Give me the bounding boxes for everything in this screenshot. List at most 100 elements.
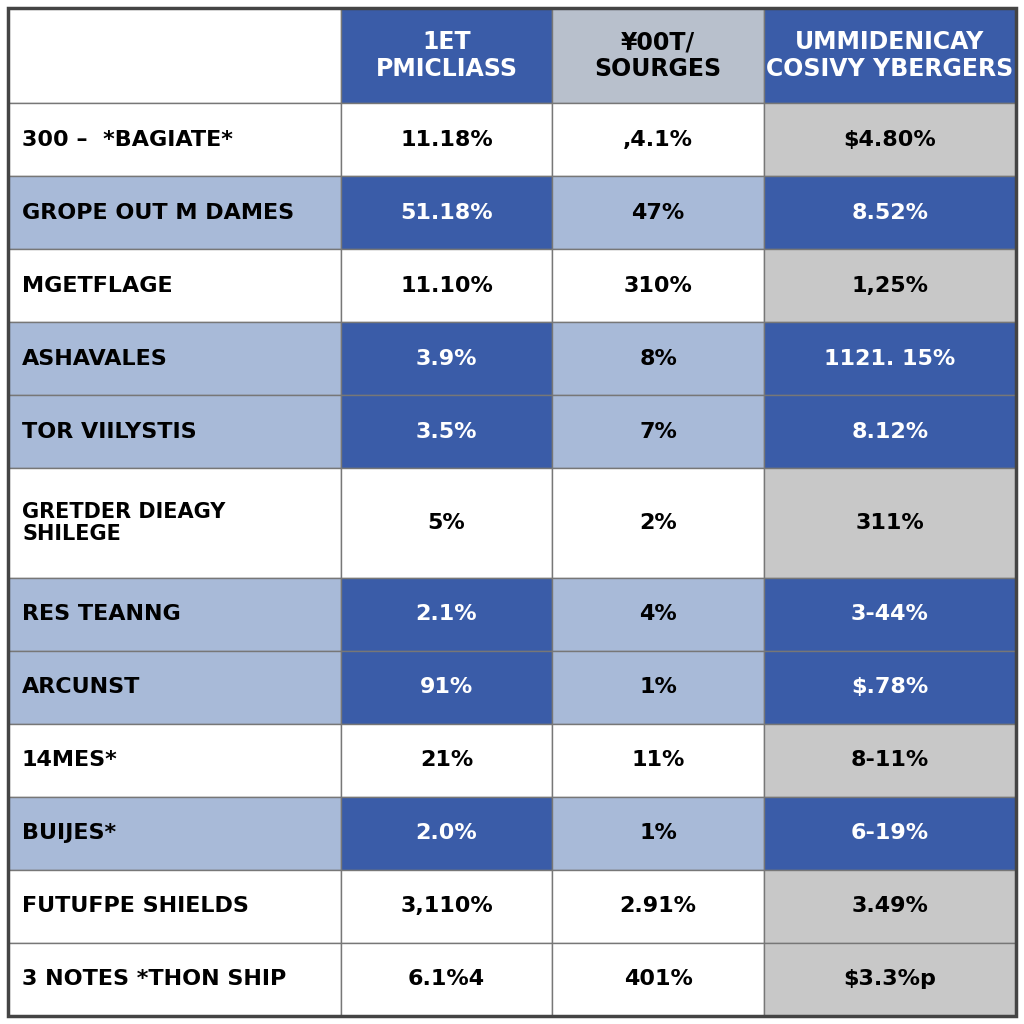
Bar — [8, 724, 341, 797]
Text: GRETDER DIEAGY
SHILEGE: GRETDER DIEAGY SHILEGE — [22, 502, 225, 544]
Bar — [8, 249, 341, 323]
Bar — [341, 323, 552, 395]
Bar — [552, 395, 764, 468]
Bar — [552, 103, 764, 176]
Bar — [8, 323, 341, 395]
Text: 2.1%: 2.1% — [416, 604, 477, 625]
Bar — [8, 651, 341, 724]
Bar — [341, 943, 552, 1016]
Bar — [552, 943, 764, 1016]
Text: $.78%: $.78% — [851, 677, 929, 697]
Text: 21%: 21% — [420, 751, 473, 770]
Bar — [552, 8, 764, 103]
Text: ,4.1%: ,4.1% — [624, 129, 693, 150]
Bar — [8, 176, 341, 249]
Text: RES TEANNG: RES TEANNG — [22, 604, 181, 625]
Bar — [552, 724, 764, 797]
Bar — [764, 578, 1016, 651]
Text: 2%: 2% — [639, 513, 677, 532]
Bar — [552, 870, 764, 943]
Text: 47%: 47% — [632, 203, 685, 222]
Bar — [8, 468, 341, 578]
Bar — [8, 395, 341, 468]
Text: 300 –  *BAGIATE*: 300 – *BAGIATE* — [22, 129, 232, 150]
Text: 1%: 1% — [639, 823, 677, 844]
Text: 4%: 4% — [639, 604, 677, 625]
Text: 8-11%: 8-11% — [851, 751, 929, 770]
Bar — [8, 578, 341, 651]
Text: 1,25%: 1,25% — [852, 275, 929, 296]
Text: 1ET
PMICLIASS: 1ET PMICLIASS — [376, 30, 517, 81]
Text: 401%: 401% — [624, 970, 692, 989]
Bar — [8, 103, 341, 176]
Text: 14MES*: 14MES* — [22, 751, 118, 770]
Text: ASHAVALES: ASHAVALES — [22, 348, 168, 369]
Text: TOR VIILYSTIS: TOR VIILYSTIS — [22, 422, 197, 441]
Bar — [341, 870, 552, 943]
Text: 310%: 310% — [624, 275, 692, 296]
Bar — [341, 249, 552, 323]
Text: 8.52%: 8.52% — [852, 203, 929, 222]
Text: $3.3%p: $3.3%p — [844, 970, 936, 989]
Text: 3.9%: 3.9% — [416, 348, 477, 369]
Bar — [8, 870, 341, 943]
Text: 51.18%: 51.18% — [400, 203, 493, 222]
Bar — [552, 468, 764, 578]
Text: ¥00T/
SOURGES: ¥00T/ SOURGES — [595, 30, 722, 81]
Bar — [764, 8, 1016, 103]
Bar — [341, 8, 552, 103]
Text: 11.18%: 11.18% — [400, 129, 493, 150]
Bar — [764, 797, 1016, 870]
Bar — [764, 323, 1016, 395]
Bar — [341, 176, 552, 249]
Text: MGETFLAGE: MGETFLAGE — [22, 275, 173, 296]
Bar — [552, 323, 764, 395]
Bar — [341, 651, 552, 724]
Text: 11%: 11% — [632, 751, 685, 770]
Bar — [764, 468, 1016, 578]
Text: 3,110%: 3,110% — [400, 896, 493, 916]
Text: 11.10%: 11.10% — [400, 275, 493, 296]
Bar — [341, 724, 552, 797]
Text: UMMIDENICAY
COSIVY YBERGERS: UMMIDENICAY COSIVY YBERGERS — [766, 30, 1014, 81]
Bar — [8, 797, 341, 870]
Text: 3 NOTES *THON SHIP: 3 NOTES *THON SHIP — [22, 970, 287, 989]
Text: BUIJES*: BUIJES* — [22, 823, 116, 844]
Bar — [764, 395, 1016, 468]
Text: 5%: 5% — [428, 513, 465, 532]
Bar — [764, 724, 1016, 797]
Bar — [764, 943, 1016, 1016]
Bar — [764, 176, 1016, 249]
Text: $4.80%: $4.80% — [844, 129, 936, 150]
Bar — [764, 103, 1016, 176]
Text: 3.5%: 3.5% — [416, 422, 477, 441]
Text: 6-19%: 6-19% — [851, 823, 929, 844]
Text: 1121. 15%: 1121. 15% — [824, 348, 955, 369]
Text: 311%: 311% — [856, 513, 925, 532]
Bar — [341, 103, 552, 176]
Text: 7%: 7% — [639, 422, 677, 441]
Bar — [552, 176, 764, 249]
Bar — [552, 797, 764, 870]
Text: 8%: 8% — [639, 348, 677, 369]
Text: GROPE OUT M DAMES: GROPE OUT M DAMES — [22, 203, 294, 222]
Bar — [341, 578, 552, 651]
Text: 6.1%4: 6.1%4 — [408, 970, 485, 989]
Text: 1%: 1% — [639, 677, 677, 697]
Bar — [341, 468, 552, 578]
Bar — [8, 8, 341, 103]
Bar — [764, 870, 1016, 943]
Text: FUTUFPE SHIELDS: FUTUFPE SHIELDS — [22, 896, 249, 916]
Text: 8.12%: 8.12% — [851, 422, 929, 441]
Bar — [764, 249, 1016, 323]
Bar — [8, 943, 341, 1016]
Text: 3-44%: 3-44% — [851, 604, 929, 625]
Text: ARCUNST: ARCUNST — [22, 677, 140, 697]
Bar — [341, 797, 552, 870]
Text: 91%: 91% — [420, 677, 473, 697]
Bar — [341, 395, 552, 468]
Bar — [764, 651, 1016, 724]
Text: 2.91%: 2.91% — [620, 896, 696, 916]
Text: 2.0%: 2.0% — [416, 823, 477, 844]
Bar — [552, 249, 764, 323]
